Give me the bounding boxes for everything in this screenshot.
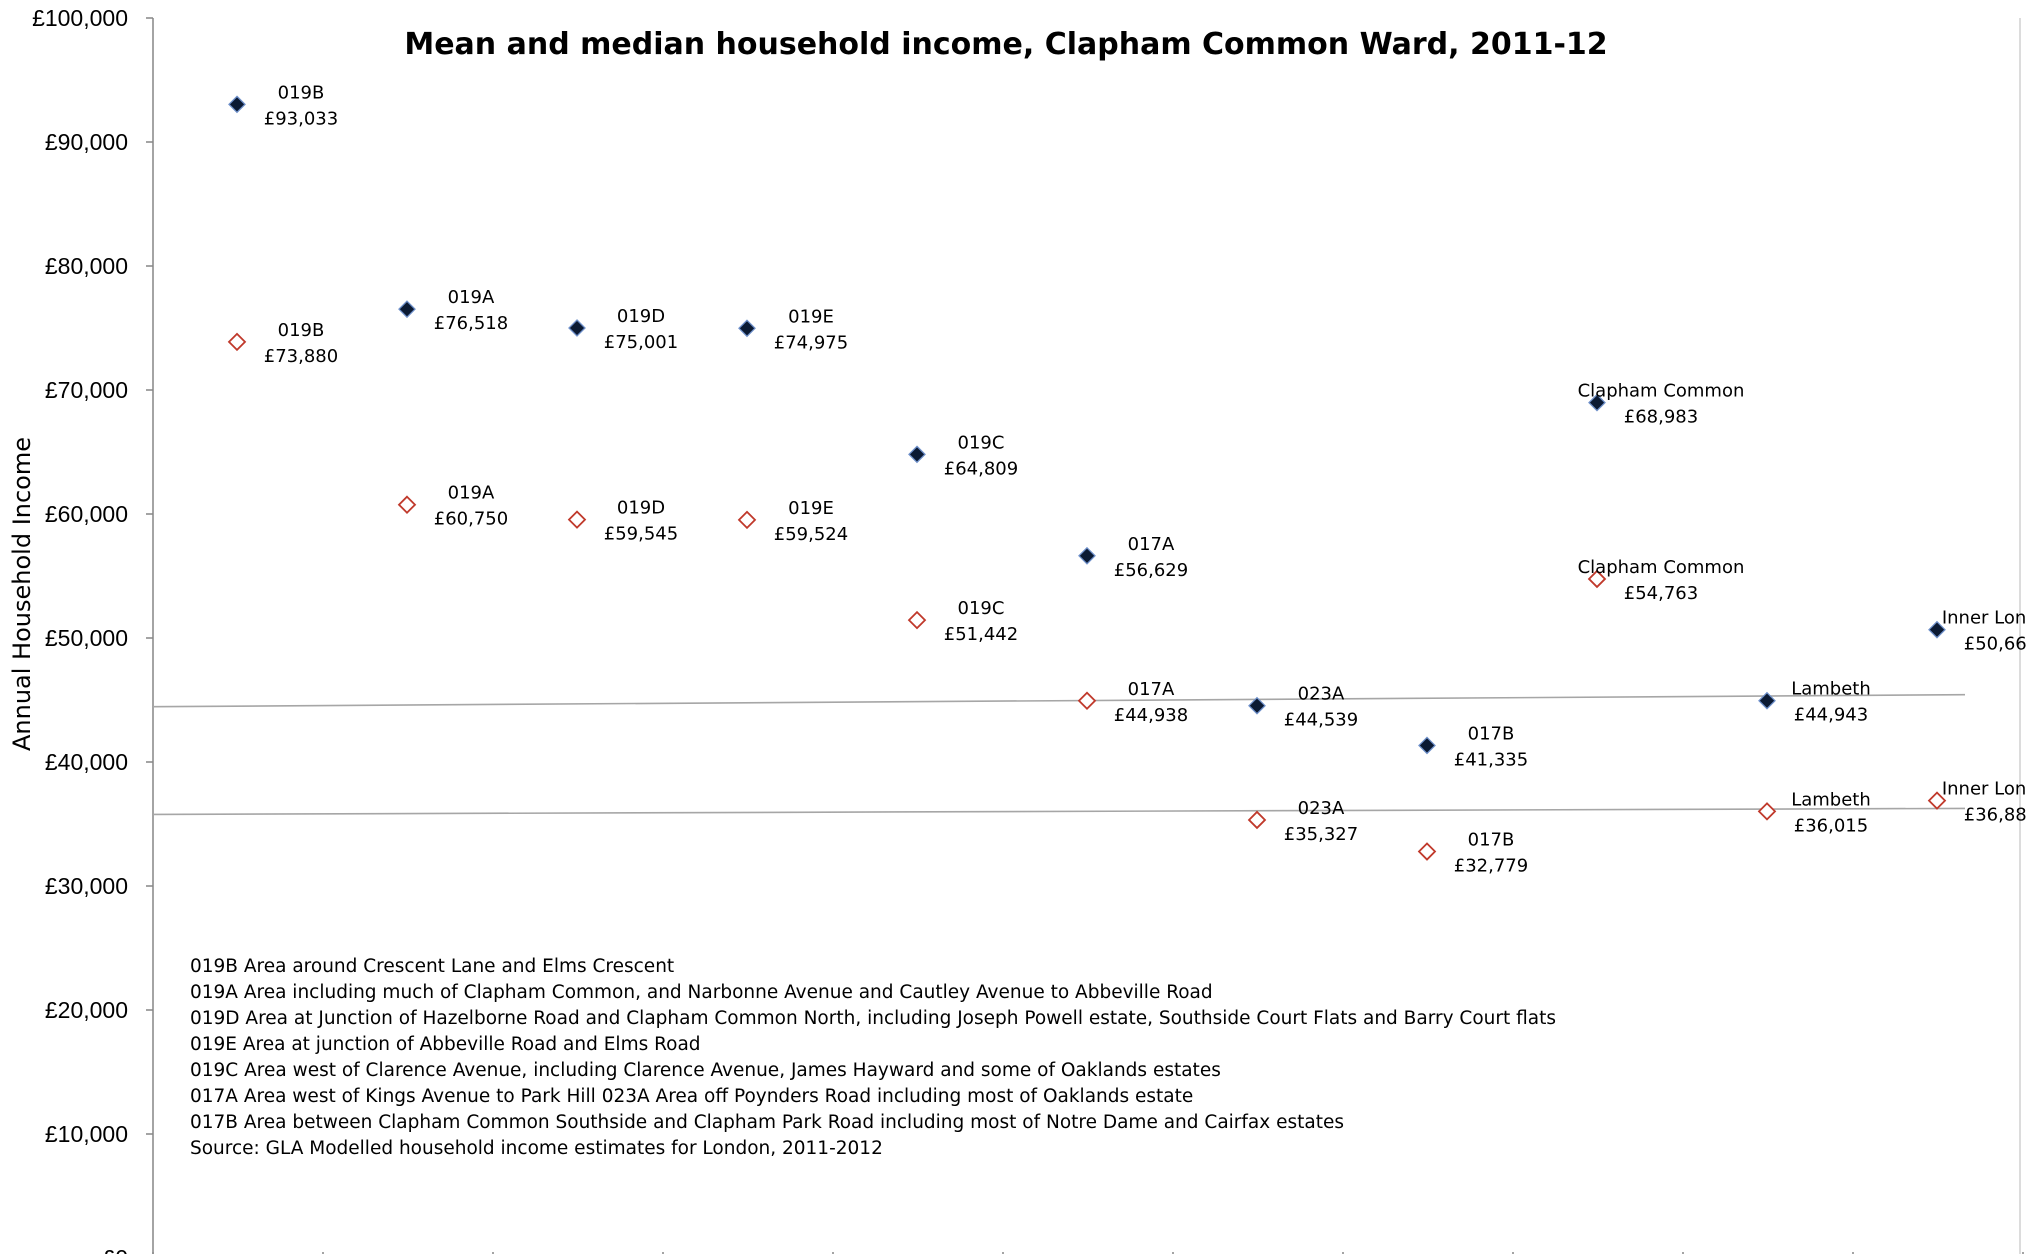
y-tick-label: £80,000 — [45, 253, 128, 279]
median-point — [1757, 802, 1777, 821]
point-area-label: Clapham Common — [1578, 381, 1745, 402]
point-value-label: £41,335 — [1454, 749, 1528, 770]
point-value-label: £50,669 — [1964, 634, 2026, 655]
point-area-label: 017B — [1468, 830, 1515, 851]
point-area-label: 019D — [617, 498, 665, 519]
point-area-label: Inner London — [1942, 779, 2026, 800]
point-value-label: £73,880 — [264, 346, 338, 367]
mean-point — [568, 319, 586, 337]
point-area-label: 019A — [448, 287, 495, 308]
reference-lines — [152, 693, 1966, 816]
point-value-label: £60,750 — [434, 509, 508, 530]
y-tick-label: £0 — [102, 1245, 128, 1254]
median-point — [1587, 569, 1607, 589]
y-tick-label: £90,000 — [45, 129, 128, 155]
data-labels: 019B £93,033 019A £76,518 019D £75,001 019E £74… — [264, 82, 2026, 876]
reference-line — [152, 693, 1966, 708]
y-tick-label: £20,000 — [45, 997, 128, 1023]
point-area-label: 017B — [1468, 723, 1515, 744]
median-point — [1247, 810, 1267, 830]
mean-point — [1418, 736, 1436, 755]
point-area-label: 019A — [448, 483, 495, 504]
point-value-label: £32,779 — [1454, 856, 1528, 877]
point-area-label: 019C — [958, 598, 1005, 619]
point-value-label: £74,975 — [774, 332, 848, 353]
note-line: 019B Area around Crescent Lane and Elms … — [190, 956, 674, 977]
mean-point — [1928, 620, 1946, 639]
note-line: 019C Area west of Clarence Avenue, inclu… — [190, 1060, 1221, 1081]
chart-title: Mean and median household income, Clapha… — [404, 27, 1607, 62]
median-point — [397, 495, 417, 514]
y-tick-label: £50,000 — [45, 625, 128, 651]
point-area-label: 023A — [1298, 798, 1345, 819]
mean-point — [228, 95, 246, 114]
mean-point — [738, 319, 756, 338]
data-points — [227, 95, 1947, 861]
mean-point — [1078, 546, 1096, 565]
point-value-label: £36,015 — [1794, 815, 1868, 836]
point-value-label: £44,938 — [1114, 705, 1188, 726]
median-point — [1077, 691, 1097, 711]
note-line: 019E Area at junction of Abbeville Road … — [190, 1034, 701, 1055]
point-value-label: £36,886 — [1964, 805, 2026, 826]
point-value-label: £75,001 — [604, 332, 678, 353]
point-area-label: 019E — [788, 498, 834, 519]
point-value-label: £56,629 — [1114, 560, 1188, 581]
point-value-label: £59,524 — [774, 524, 848, 545]
point-area-label: 017A — [1128, 534, 1175, 555]
median-point — [567, 510, 587, 529]
point-area-label: 017A — [1128, 679, 1175, 700]
y-axis-label: Annual Household Income — [8, 437, 36, 751]
median-point — [1927, 791, 1947, 810]
point-value-label: £44,539 — [1284, 710, 1358, 731]
reference-line — [152, 807, 1966, 816]
point-area-label: 023A — [1298, 684, 1345, 705]
point-area-label: 019C — [958, 432, 1005, 453]
point-value-label: £44,943 — [1794, 705, 1868, 726]
point-value-label: £93,033 — [264, 108, 338, 129]
y-tick-label: £40,000 — [45, 749, 128, 775]
mean-point — [1758, 691, 1776, 710]
y-tick-label: £10,000 — [45, 1121, 128, 1147]
point-area-label: 019B — [278, 82, 325, 103]
note-line: 019D Area at Junction of Hazelborne Road… — [190, 1008, 1556, 1029]
note-line: 019A Area including much of Clapham Comm… — [190, 982, 1213, 1003]
point-area-label: 019B — [278, 320, 325, 341]
point-area-label: Clapham Common — [1578, 557, 1745, 578]
axes: £0 £10,000 £20,000 £30,000 £40,000 £50,000 £60… — [32, 5, 2024, 1254]
point-area-label: Inner London — [1942, 608, 2026, 629]
point-value-label: £59,545 — [604, 524, 678, 545]
median-point — [227, 332, 247, 352]
y-tick-label: £30,000 — [45, 873, 128, 899]
y-tick-label: £60,000 — [45, 501, 128, 527]
point-area-label: 019D — [617, 306, 665, 327]
point-value-label: £54,763 — [1624, 583, 1698, 604]
point-area-label: Lambeth — [1791, 789, 1871, 810]
y-tick-label: £100,000 — [32, 5, 128, 31]
mean-point — [1248, 696, 1266, 715]
median-point — [1417, 842, 1437, 861]
mean-point — [1588, 393, 1606, 412]
y-tick-label: £70,000 — [45, 377, 128, 403]
point-value-label: £64,809 — [944, 458, 1018, 479]
median-point — [737, 510, 757, 530]
chart-notes: 019B Area around Crescent Lane and Elms … — [190, 956, 1556, 1159]
point-area-label: Lambeth — [1791, 679, 1871, 700]
note-line: Source: GLA Modelled household income es… — [190, 1138, 883, 1159]
mean-point — [908, 445, 926, 464]
note-line: 017B Area between Clapham Common Southsi… — [190, 1112, 1344, 1133]
point-value-label: £68,983 — [1624, 407, 1698, 428]
point-area-label: 019E — [788, 306, 834, 327]
median-point — [907, 610, 927, 630]
point-value-label: £76,518 — [434, 313, 508, 334]
point-value-label: £35,327 — [1284, 824, 1358, 845]
note-line: 017A Area west of Kings Avenue to Park H… — [190, 1086, 1193, 1107]
point-value-label: £51,442 — [944, 624, 1018, 645]
mean-point — [398, 300, 416, 319]
